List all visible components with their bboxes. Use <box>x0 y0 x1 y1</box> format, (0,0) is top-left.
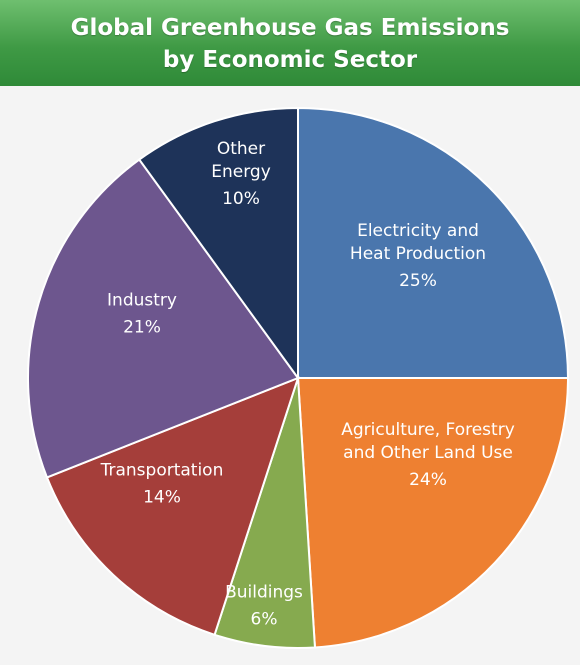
slice-label-percent: 6% <box>251 610 278 630</box>
slice-label-name-line: Transportation <box>100 461 224 481</box>
slice-label-percent: 14% <box>143 488 181 508</box>
slice-label-electricity-and-heat-production: Electricity and Heat Production 25% <box>350 221 486 291</box>
pie-slice-industry <box>27 158 300 479</box>
slice-label-name-line: and Other Land Use <box>343 443 513 463</box>
pie-slice-other-energy <box>137 106 299 382</box>
slice-label-name-line: Industry <box>107 291 177 311</box>
slice-label-other-energy: Other Energy 10% <box>211 139 271 209</box>
chart-title-banner: Global Greenhouse Gas Emissions by Econo… <box>0 0 580 86</box>
chart-title-line-1: Global Greenhouse Gas Emissions <box>70 15 510 41</box>
slice-label-name-line: Electricity and <box>357 221 479 241</box>
slice-label-industry: Industry 21% <box>107 291 177 338</box>
slice-label-name-line: Agriculture, Forestry <box>341 420 515 440</box>
slice-label-transportation: Transportation 14% <box>100 461 224 508</box>
pie-labels: Electricity and Heat Production 25% Agricul… <box>100 139 515 630</box>
slice-label-percent: 21% <box>123 318 161 338</box>
pie-slice-agriculture-forestry-and-other-land-use <box>296 377 570 649</box>
slice-label-name-line: Buildings <box>225 583 303 603</box>
slice-label-buildings: Buildings 6% <box>225 583 303 630</box>
slice-label-name-line: Heat Production <box>350 244 486 264</box>
slice-label-percent: 10% <box>222 189 260 209</box>
chart-title-line-2: by Economic Sector <box>162 47 418 73</box>
slice-label-percent: 25% <box>399 271 437 291</box>
slice-label-name-line: Energy <box>211 162 271 182</box>
pie-slice-electricity-and-heat-production <box>297 106 570 379</box>
pie-slice-transportation <box>45 376 300 637</box>
slice-label-percent: 24% <box>409 470 447 490</box>
slice-label-agriculture-forestry-and-other-land-use: Agriculture, Forestry and Other Land Use 2… <box>341 420 515 490</box>
slice-label-name-line: Other <box>217 139 265 159</box>
pie-slices <box>27 106 570 649</box>
